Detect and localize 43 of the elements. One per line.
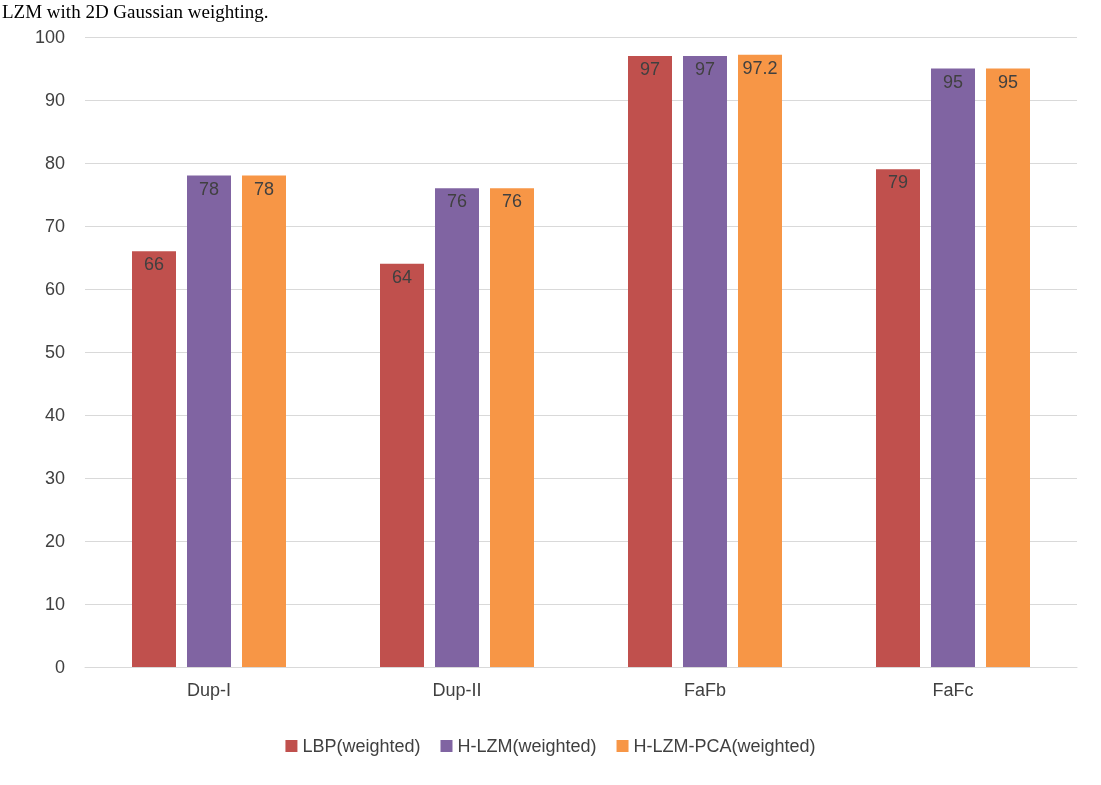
y-tick-label: 50 <box>44 342 65 362</box>
bar <box>242 175 286 667</box>
bar <box>876 169 920 667</box>
bar <box>187 175 231 667</box>
bar <box>435 188 479 667</box>
data-label: 76 <box>501 191 523 212</box>
y-tick-label: 80 <box>44 153 65 173</box>
y-tick-label: 0 <box>54 657 65 677</box>
data-label: 97.2 <box>742 57 778 78</box>
data-label: 97 <box>694 58 716 79</box>
bar <box>683 55 727 667</box>
text: LZM with 2D Gaussian weighting. <box>2 1 269 22</box>
bar <box>986 68 1030 667</box>
x-tick-label: Dup-I <box>186 680 232 700</box>
bar <box>931 68 975 667</box>
y-tick-label: 20 <box>44 531 65 551</box>
y-tick-label: 40 <box>44 405 65 425</box>
legend-label: LBP(weighted) <box>302 736 421 756</box>
data-label: 66 <box>143 254 165 275</box>
data-label: 76 <box>446 191 468 212</box>
bar <box>132 251 176 667</box>
legend-label: H-LZM-PCA(weighted) <box>633 736 816 756</box>
y-tick-label: 10 <box>44 594 65 614</box>
y-tick-label: 70 <box>44 216 65 236</box>
bar <box>628 55 672 667</box>
data-label: 97 <box>639 58 661 79</box>
x-tick-label: FaFb <box>683 680 727 700</box>
bar <box>380 263 424 667</box>
y-tick-label: 60 <box>44 279 65 299</box>
bar <box>490 188 534 667</box>
y-tick-label: 30 <box>44 468 65 488</box>
x-tick-label: FaFc <box>932 680 974 700</box>
data-label: 95 <box>997 71 1019 92</box>
data-label: 95 <box>942 71 964 92</box>
data-label: 78 <box>198 178 220 199</box>
data-label: 78 <box>253 178 275 199</box>
bar <box>738 54 782 667</box>
y-tick-label: 100 <box>34 27 65 47</box>
data-label: 64 <box>391 266 413 287</box>
data-label: 79 <box>887 172 909 193</box>
x-tick-label: Dup-II <box>432 680 482 700</box>
y-tick-label: 90 <box>44 90 65 110</box>
legend-label: H-LZM(weighted) <box>457 736 597 756</box>
